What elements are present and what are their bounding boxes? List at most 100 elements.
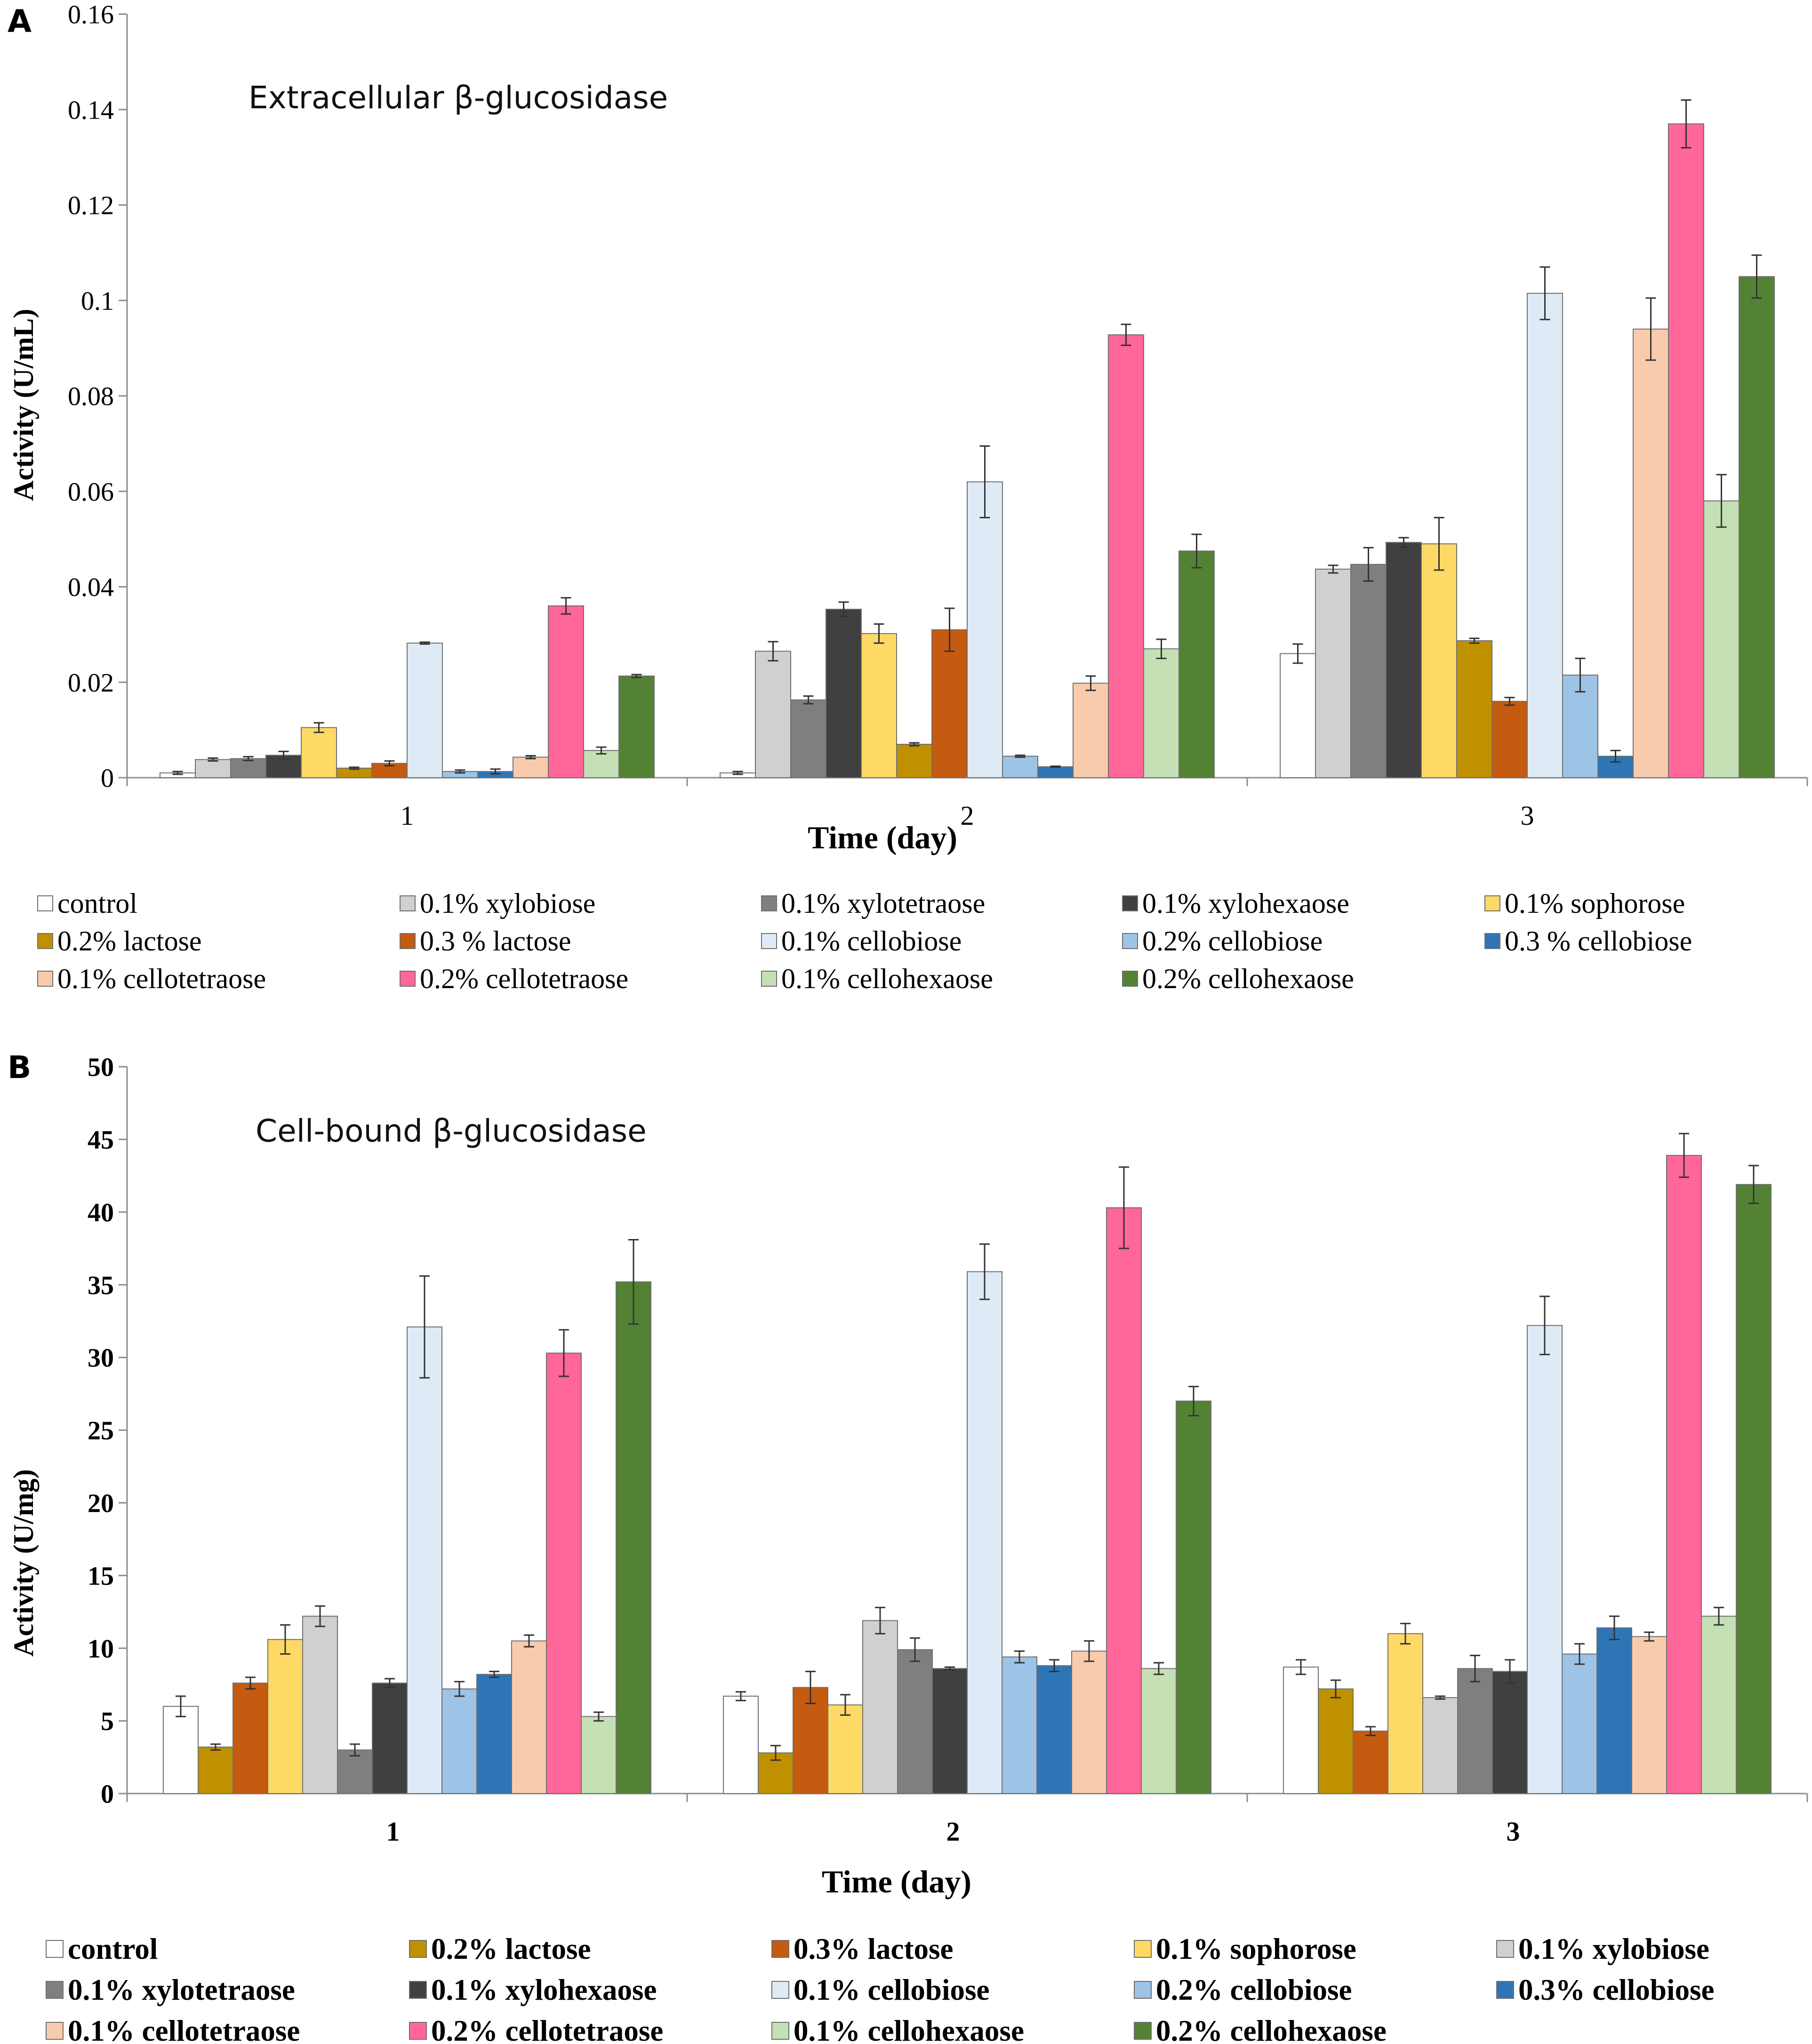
legend-swatch [409,2022,427,2040]
panel-a-legend-item-0-1-xylohexaose: 0.1% xylohexaose [1122,888,1349,919]
panel-b-bar-0-1-cellohexaose-day2 [1141,1668,1177,1794]
panel-b-bar-0-1-xylotetraose-day2 [897,1649,933,1795]
legend-label: 0.1% cellohexaose [781,963,993,994]
panel-b-error-bar-0-1-sophorose-day1 [280,1624,290,1655]
panel-b-bar-0-1-cellotetraose-day2 [1071,1650,1107,1794]
panel-b-error-bar-0-2-cellotetraose-day1 [559,1329,569,1377]
panel-a-x-category-label: 3 [1521,800,1534,831]
legend-swatch [46,1981,64,1999]
panel-a-bar-0-2-cellotetraose-day1 [548,605,584,779]
panel-b-error-bar-control-day2 [736,1691,746,1701]
panel-a-y-tick-label: 0.02 [68,668,114,698]
panel-b-error-bar-0-2-cellohexaose-day3 [1748,1165,1759,1204]
legend-label: 0.3 % lactose [420,925,571,957]
panel-b-label: B [8,1049,31,1086]
panel-b-bar-0-1-xylohexaose-day1 [372,1682,408,1795]
panel-b-error-bar-0-2-lactose-day2 [770,1745,781,1761]
panel-a-bar-0-1-cellobiose-day1 [407,643,443,779]
panel-b-bar-control-day1 [163,1706,199,1794]
panel-a-y-tick-label: 0.16 [68,0,114,30]
legend-label: control [57,888,137,919]
panel-b-error-bar-0-2-lactose-day1 [210,1743,221,1751]
panel-a-bar-0-1-xylotetraose-day1 [230,758,266,778]
panel-a-error-bar-0-3-lactose-day2 [944,607,955,652]
panel-a-legend-item-0-1-cellobiose: 0.1% cellobiose [761,925,962,957]
panel-a-legend-item-0-2-cellohexaose: 0.2% cellohexaose [1122,963,1354,994]
legend-label: 0.1% xylobiose [420,888,595,919]
legend-swatch [37,971,53,987]
panel-b-legend-item-0-1-cellobiose: 0.1% cellobiose [771,1973,989,2006]
panel-a-error-bar-0-3-cellobiose-day1 [490,768,501,775]
panel-a-legend-item-control: control [37,888,137,919]
legend-label: 0.2% cellobiose [1156,1973,1352,2006]
panel-b-error-bar-0-1-xylohexaose-day2 [945,1666,955,1671]
legend-label: 0.2% lactose [431,1932,591,1965]
panel-b-y-tick-label: 10 [88,1634,114,1664]
panel-a-bar-0-1-sophorose-day2 [861,633,897,779]
legend-label: 0.1% cellotetraose [57,963,266,994]
legend-swatch [761,971,777,987]
legend-swatch [1122,895,1138,911]
panel-b-bar-0-2-cellobiose-day2 [1002,1656,1037,1795]
panel-b-error-bar-0-3-cellobiose-day3 [1609,1615,1620,1641]
panel-a-error-bar-0-1-xylohexaose-day2 [838,601,849,617]
panel-a-legend-item-0-1-cellohexaose: 0.1% cellohexaose [761,963,993,994]
panel-b-legend-item-0-1-cellotetraose: 0.1% cellotetraose [46,2014,300,2044]
panel-b-bar-0-1-cellohexaose-day3 [1701,1616,1737,1794]
panel-a-bar-0-2-cellotetraose-day3 [1668,123,1704,779]
panel-a-bar-0-2-lactose-day2 [896,744,932,778]
panel-a-legend-item-0-2-cellobiose: 0.2% cellobiose [1122,925,1323,957]
panel-b-error-bar-0-2-cellobiose-day2 [1014,1650,1025,1664]
legend-label: 0.3% cellobiose [1518,1973,1714,2006]
panel-a-y-tick-label: 0.14 [68,96,114,125]
panel-a-bar-0-2-cellohexaose-day1 [618,676,655,779]
panel-a-bar-0-3-lactose-day2 [931,629,968,779]
legend-swatch [409,1981,427,1999]
panel-b-bar-0-1-xylobiose-day2 [862,1620,898,1795]
panel-b-y-tick-label: 30 [88,1344,114,1373]
chart-panel-b: 0 5 10 15 20 25 30 35 40 45 50 1 2 3 Cell-bound β-gluc… [8,1053,1808,2044]
panel-b-bar-0-3-lactose-day1 [233,1682,268,1795]
panel-a-error-bar-0-1-cellobiose-day1 [419,641,430,645]
legend-label: 0.2% cellotetraose [420,963,628,994]
panel-b-error-bar-0-1-cellotetraose-day2 [1084,1640,1094,1662]
panel-a-error-bar-0-1-xylotetraose-day1 [243,756,254,762]
panel-a-bar-0-1-xylobiose-day3 [1315,568,1351,778]
legend-swatch [771,2022,789,2040]
panel-b-bar-0-3-cellobiose-day2 [1036,1665,1072,1795]
panel-b-bar-0-2-cellotetraose-day2 [1106,1207,1142,1794]
panel-b-error-bar-0-1-cellobiose-day2 [979,1243,990,1300]
panel-a-bar-0-1-xylobiose-day2 [755,651,791,778]
panel-b-y-tick-label: 5 [101,1707,114,1736]
panel-b-error-bar-0-1-cellotetraose-day1 [524,1634,534,1648]
panel-a-error-bar-0-1-cellobiose-day2 [979,445,990,519]
panel-b-bar-control-day2 [723,1696,759,1794]
legend-swatch [1484,895,1500,911]
panel-b-bar-0-2-lactose-day3 [1318,1688,1354,1795]
legend-label: 0.1% sophorose [1156,1932,1356,1965]
legend-swatch [400,895,416,911]
panel-b-error-bar-0-1-xylobiose-day3 [1435,1695,1445,1700]
panel-a-y-tick-label: 0.08 [68,382,114,411]
legend-swatch [46,1940,64,1958]
panel-b-error-bar-control-day3 [1296,1659,1306,1675]
legend-swatch [1134,2022,1152,2040]
panel-a-bar-0-1-cellotetraose-day1 [513,756,549,778]
panel-a-bar-0-1-xylobiose-day1 [195,759,231,779]
panel-a-legend-item-0-1-xylobiose: 0.1% xylobiose [400,888,595,919]
panel-a-bar-0-1-xylotetraose-day2 [790,699,826,779]
panel-b-error-bar-0-2-cellotetraose-day2 [1119,1166,1129,1249]
legend-label: 0.1% sophorose [1505,888,1685,919]
panel-a-bar-0-1-cellohexaose-day1 [583,750,619,779]
panel-a-error-bar-0-1-cellotetraose-day2 [1085,675,1096,691]
panel-a-y-axis-title: Activity (U/mL) [8,309,39,501]
legend-label: control [68,1932,158,1965]
panel-b-error-bar-0-2-cellotetraose-day3 [1679,1133,1689,1178]
panel-a-error-bar-0-3-cellobiose-day2 [1050,765,1061,768]
panel-b-y-axis-title: Activity (U/mg) [8,1469,39,1657]
panel-b-legend-item-0-3-cellobiose: 0.3% cellobiose [1496,1973,1714,2006]
panel-b-legend-item-0-2-cellotetraose: 0.2% cellotetraose [409,2014,663,2044]
panel-a-error-bar-0-1-cellohexaose-day1 [596,746,607,755]
panel-b-bar-0-1-xylohexaose-day3 [1492,1671,1528,1794]
panel-a-x-category-label: 2 [961,800,974,831]
